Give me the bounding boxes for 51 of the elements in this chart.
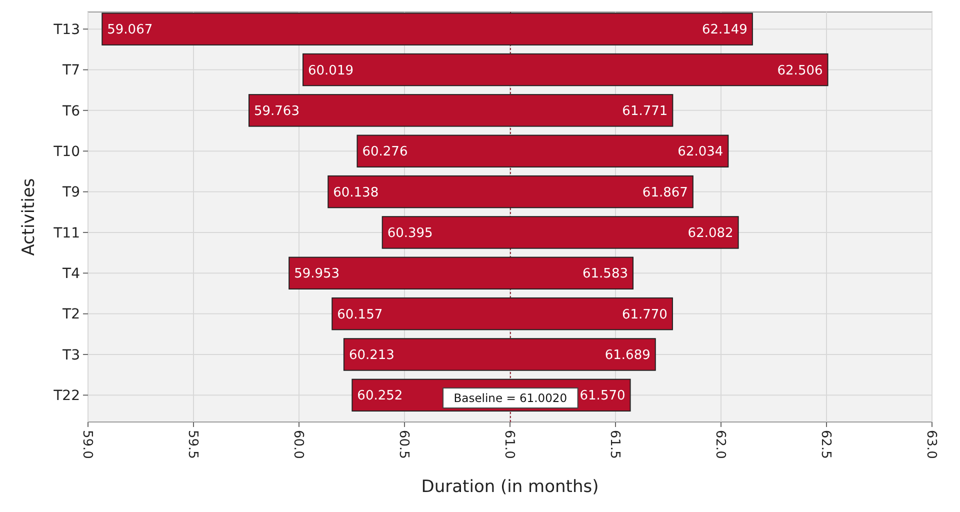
ref-line-label: Baseline = 61.0020	[454, 391, 568, 406]
y-tick-label: T7	[62, 62, 80, 79]
annotation: 61.770	[622, 307, 668, 322]
annotation: 60.252	[357, 388, 403, 404]
bar	[356, 134, 729, 168]
bar	[382, 216, 739, 249]
y-tick-label: T3	[62, 347, 80, 364]
bar	[302, 53, 828, 86]
bar	[248, 94, 674, 127]
bar	[343, 338, 656, 371]
y-tick-label: T22	[52, 388, 80, 404]
annotation: 59.953	[294, 266, 340, 282]
y-tick-label: T6	[62, 103, 80, 120]
annotation: 62.082	[688, 226, 734, 242]
annotation: 61.570	[580, 388, 626, 404]
x-tick-label: 62.0	[712, 430, 728, 459]
annotation: 59.067	[107, 22, 153, 38]
annotation: 62.149	[702, 22, 748, 38]
y-tick-label: T10	[52, 144, 80, 160]
y-tick-label: T4	[62, 266, 80, 282]
bar	[328, 175, 694, 208]
x-tick-label: 62.5	[818, 430, 833, 459]
annotation: 61.689	[604, 348, 650, 364]
annotation: 60.213	[348, 348, 394, 364]
x-tick-label: 61.0	[501, 430, 516, 459]
x-tick-label: 61.5	[606, 430, 622, 459]
x-tick-label: 59.5	[184, 430, 200, 459]
x-axis-title: Duration (in months)	[421, 477, 599, 497]
y-tick-label: T9	[62, 184, 80, 201]
annotation: 62.506	[777, 63, 823, 78]
annotation: 61.583	[582, 266, 628, 282]
annotation: 60.395	[387, 226, 433, 242]
annotation: 62.034	[678, 144, 724, 160]
bar	[102, 12, 753, 46]
bar	[288, 256, 634, 290]
annotation: 61.867	[642, 185, 688, 200]
annotation: 59.763	[254, 104, 300, 119]
bar	[332, 297, 673, 330]
y-tick-label: T11	[52, 225, 80, 242]
x-tick-label: 60.0	[290, 430, 306, 459]
annotation: 60.157	[337, 307, 383, 322]
annotation: 61.771	[622, 104, 668, 119]
annotation: 60.138	[333, 185, 379, 200]
x-tick-label: 60.5	[396, 430, 411, 459]
x-tick-label: 59.0	[79, 430, 94, 459]
annotation: 60.019	[308, 63, 354, 78]
x-tick-label: 63.0	[923, 430, 938, 459]
y-tick-label: T13	[52, 22, 80, 38]
annotation: 60.276	[362, 144, 408, 160]
y-axis-title: Activities	[19, 178, 39, 256]
y-tick-label: T2	[62, 306, 80, 323]
